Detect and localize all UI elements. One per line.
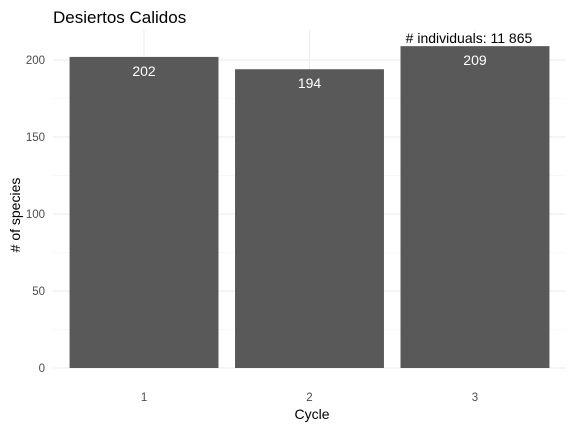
x-tick-labels: 1 2 3 [141,392,478,404]
bars [69,46,550,369]
x-tick-label: 3 [472,392,478,404]
y-tick-label: 200 [26,55,45,67]
bar-value-label: 209 [463,52,487,68]
chart-title: Desiertos Calidos [53,8,186,27]
individuals-annotation: # individuals: 11 865 [406,30,533,46]
x-tick-label: 1 [141,392,147,404]
y-tick-label: 100 [26,209,45,221]
bar-value-label: 194 [298,75,322,91]
y-tick-label: 0 [39,363,45,375]
bar-cycle-2 [235,69,384,369]
y-tick-labels: 0 50 100 150 200 [26,55,45,375]
x-axis-title: Cycle [294,406,329,422]
bar-labels: 202 194 209 [132,52,487,91]
y-axis-title: # of species [7,178,23,253]
y-tick-label: 50 [32,286,45,298]
y-tick-label: 150 [26,132,45,144]
x-tick-label: 2 [306,392,312,404]
bar-cycle-3 [400,46,550,368]
bar-cycle-1 [69,56,219,369]
bar-value-label: 202 [132,63,156,79]
